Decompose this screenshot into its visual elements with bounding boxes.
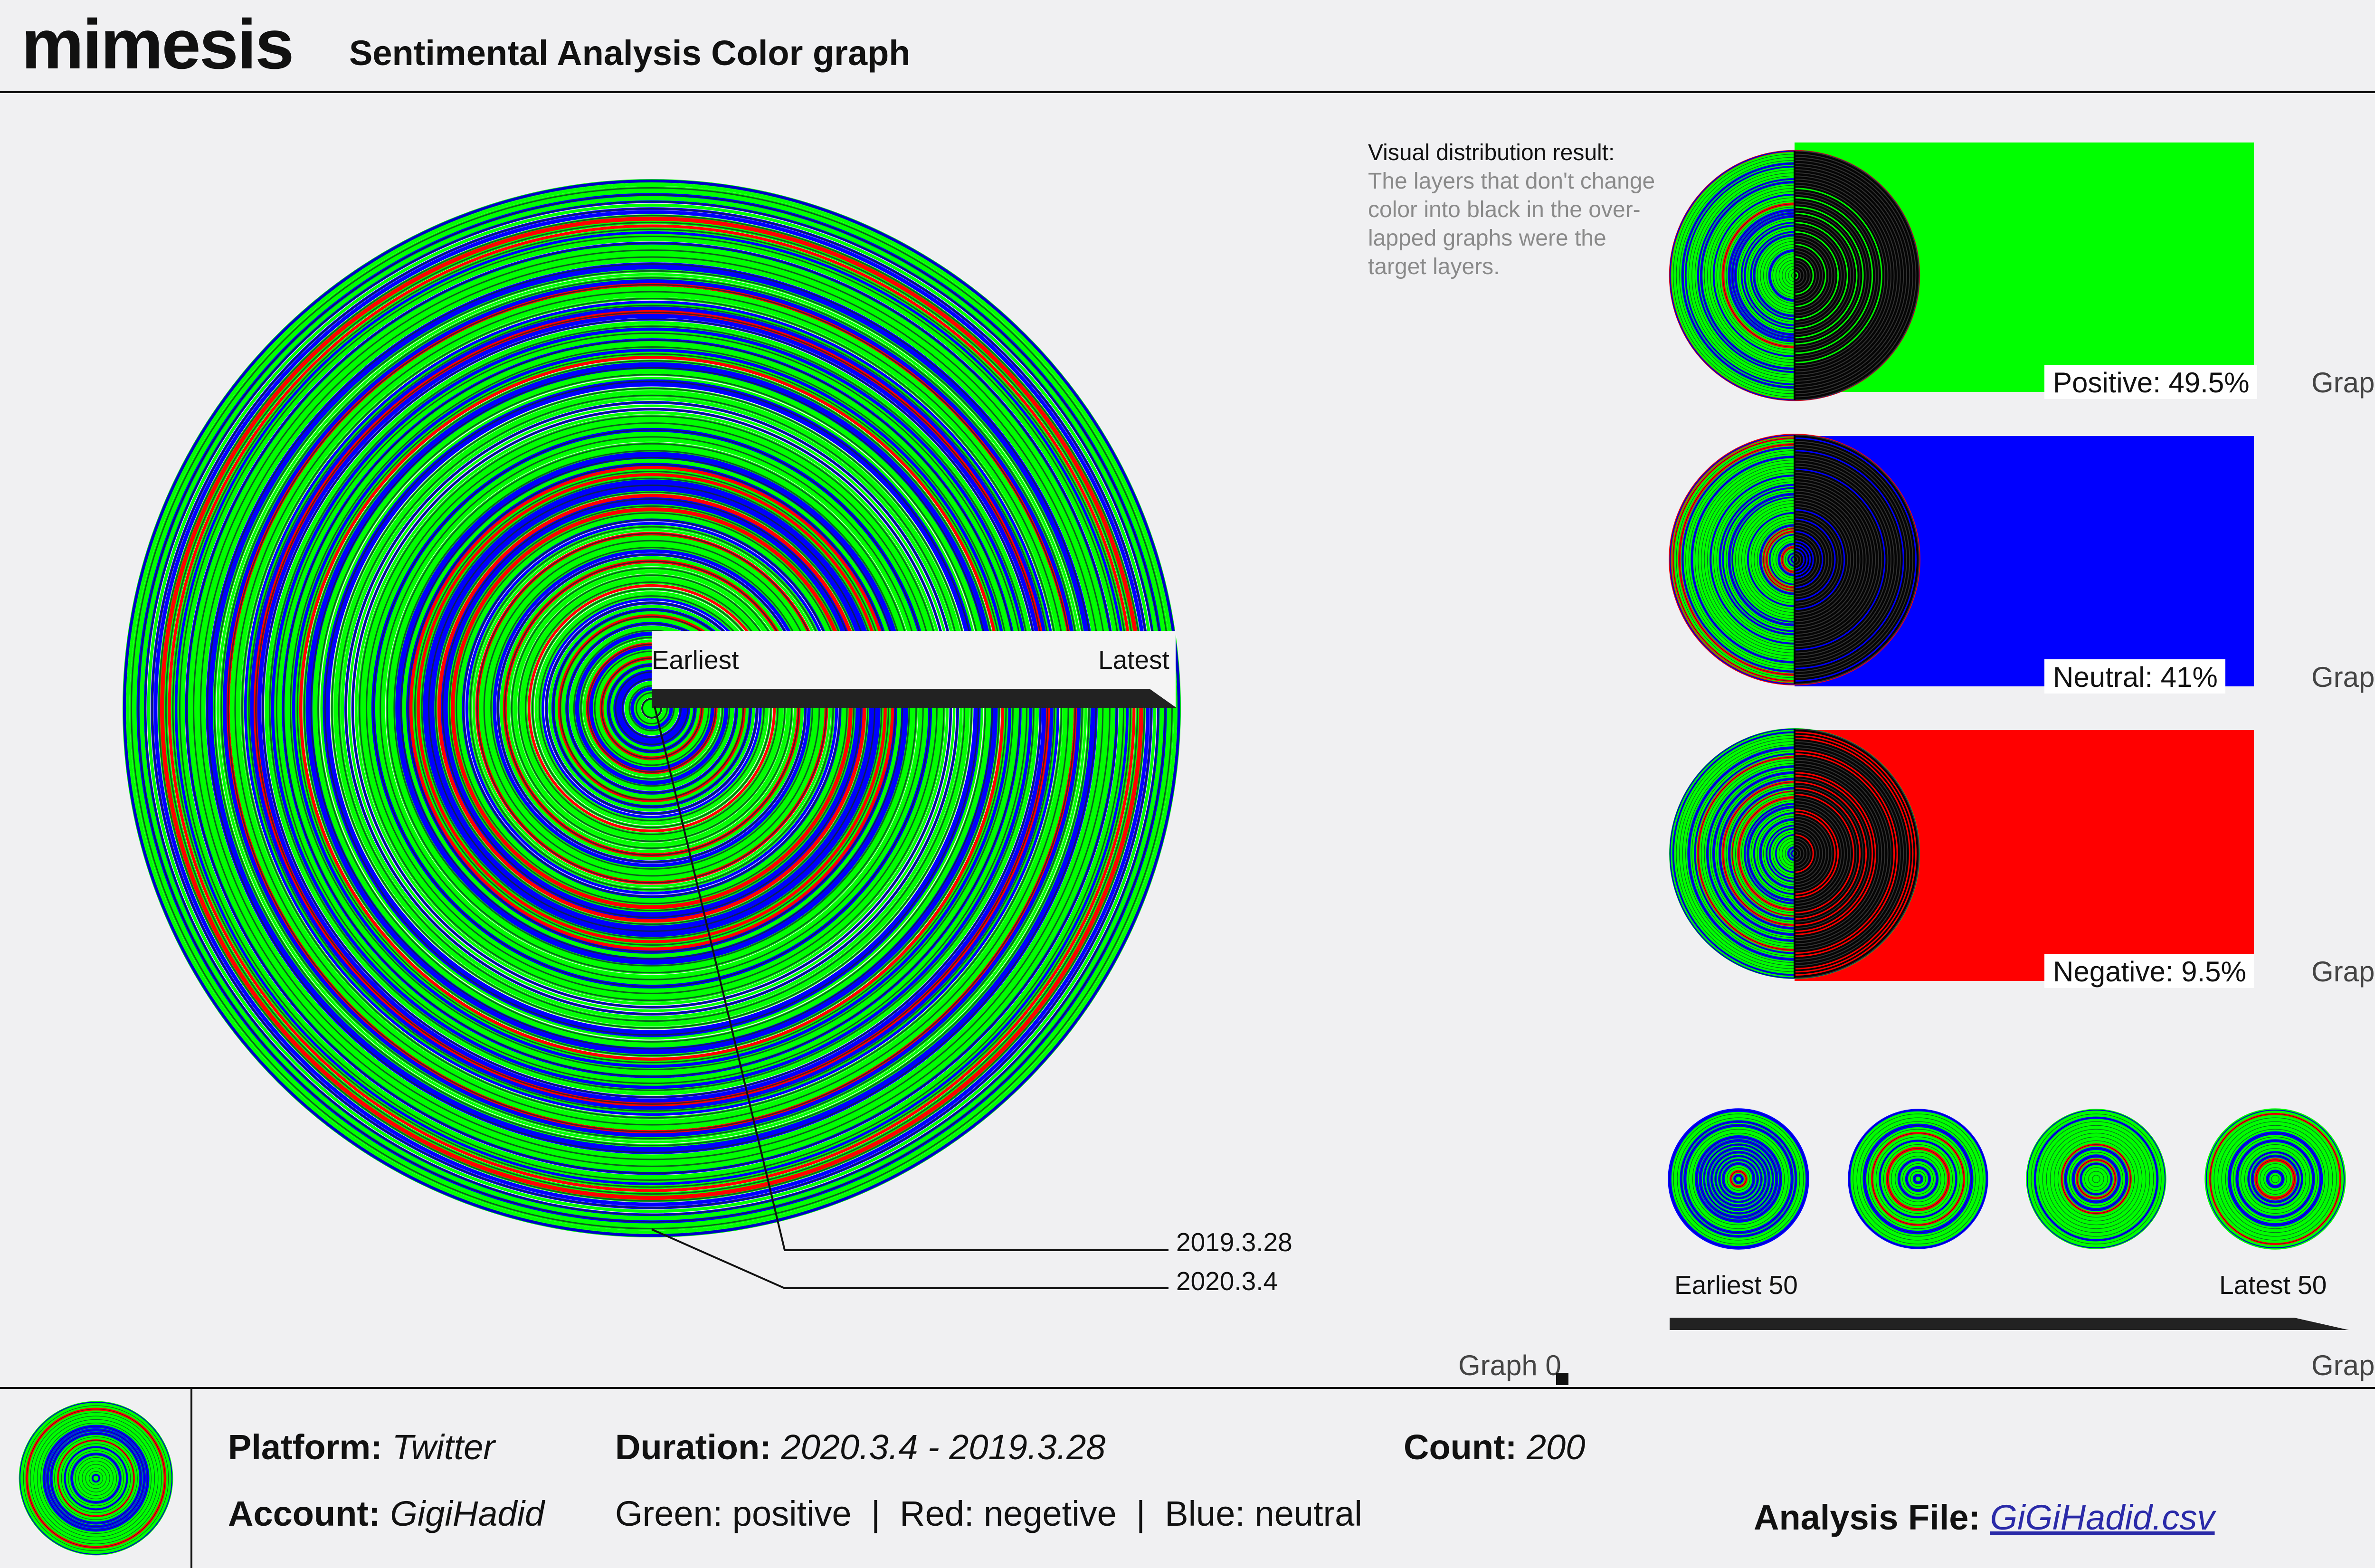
graph-2-label: Graph 2 — [2311, 661, 2375, 693]
header-divider — [0, 91, 2375, 93]
neutral-percent-label: Neutral: 41% — [2044, 659, 2225, 694]
count-info: Count: 200 — [1404, 1430, 1585, 1465]
leader-line-inner — [651, 1228, 1168, 1289]
footer-thumbnail-graph — [19, 1401, 173, 1556]
graph-0-timeline-arrow — [652, 631, 1177, 708]
graph-4-earliest-label: Earliest 50 — [1674, 1270, 1798, 1300]
graph-4-latest-label: Latest 50 — [2219, 1270, 2327, 1300]
account-value: GigiHadid — [390, 1494, 545, 1533]
duration-info: Duration: 2020.3.4 - 2019.3.28 — [615, 1430, 1105, 1465]
platform-key: Platform: — [228, 1427, 382, 1467]
positive-percent-label: Positive: 49.5% — [2044, 365, 2257, 399]
page-title: Sentimental Analysis Color graph — [349, 33, 911, 73]
analysis-file-info: Analysis File: GiGiHadid.csv — [1754, 1500, 2215, 1535]
graph-0-date-leaders — [651, 706, 1168, 1289]
account-info: Account: GigiHadid — [228, 1496, 544, 1531]
leader-line-outer — [654, 706, 1168, 1251]
graph-4-thumbnails — [1668, 1108, 2346, 1250]
graph-4-label: Graph 4 — [2311, 1349, 2375, 1381]
graph-4-thumbnail-4 — [2204, 1108, 2346, 1250]
color-legend: Green: positive | Red: negetive | Blue: … — [615, 1494, 1362, 1533]
duration-key: Duration: — [615, 1427, 771, 1467]
arrow-shaft — [652, 689, 1177, 708]
note-body: The layers that don't change color into … — [1368, 169, 1655, 279]
analysis-file-key: Analysis File: — [1754, 1498, 1981, 1537]
graph-0-label: Graph 0 — [1458, 1349, 1561, 1381]
graph-4-thumbnail-1 — [1668, 1108, 1809, 1250]
date-label-inner: 2020.3.4 — [1176, 1266, 1278, 1296]
distribution-graphs — [1669, 143, 2254, 981]
graph-4-timeline-arrow — [1670, 1318, 2349, 1330]
duration-value: 2020.3.4 - 2019.3.28 — [781, 1427, 1106, 1467]
graph-1-label: Graph 1 — [2311, 367, 2375, 399]
footer-thumbnail-disk — [19, 1401, 173, 1556]
count-key: Count: — [1404, 1427, 1517, 1467]
graph-4-thumbnail-3 — [2026, 1109, 2166, 1249]
platform-value: Twitter — [392, 1427, 495, 1467]
graph-0-earliest-label: Earliest — [652, 645, 739, 675]
footer-vertical-divider — [190, 1389, 192, 1568]
analysis-file-link[interactable]: GiGiHadid.csv — [1990, 1498, 2215, 1537]
graph-4-thumbnail-2 — [1848, 1109, 1988, 1249]
account-key: Account: — [228, 1494, 380, 1533]
app-logo: mimesis — [21, 5, 294, 84]
footer-divider — [0, 1387, 2375, 1389]
count-value: 200 — [1526, 1427, 1586, 1467]
date-label-outer: 2019.3.28 — [1176, 1227, 1292, 1257]
graph-0-latest-label: Latest — [1098, 645, 1169, 675]
graph-3-label: Graph 3 — [2311, 956, 2375, 988]
platform-info: Platform: Twitter — [228, 1430, 495, 1465]
negative-percent-label: Negative: 9.5% — [2044, 954, 2254, 988]
note-title: Visual distribution result: — [1368, 140, 1615, 165]
graph-0-marker — [1556, 1373, 1568, 1385]
